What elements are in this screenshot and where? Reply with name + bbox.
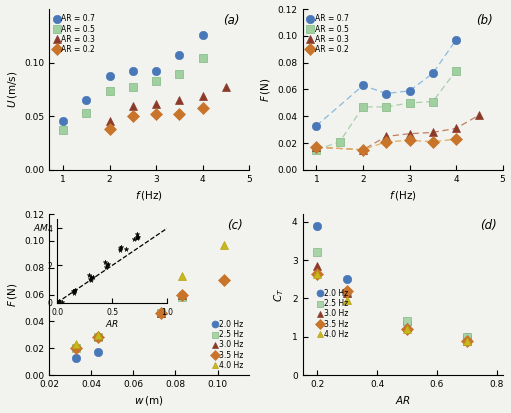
AR = 0.3 [200, 93, 206, 98]
AR = 0.7 [200, 32, 206, 37]
Line: AR = 0.5: AR = 0.5 [59, 54, 207, 134]
AR = 0.5 [153, 78, 159, 83]
AR = 0.7 [430, 71, 436, 76]
AR = 0.3 [476, 112, 482, 117]
AR = 0.7 [313, 123, 319, 128]
AR = 0.2 [360, 147, 366, 152]
AR = 0.5 [83, 111, 89, 116]
X-axis label: $f\,(\mathrm{Hz})$: $f\,(\mathrm{Hz})$ [389, 189, 416, 202]
AR = 0.5 [313, 147, 319, 152]
Legend: 2.0 Hz, 2.5 Hz, 3.0 Hz, 3.5 Hz, 4.0 Hz: 2.0 Hz, 2.5 Hz, 3.0 Hz, 3.5 Hz, 4.0 Hz [316, 287, 350, 340]
AR = 0.3 [223, 85, 229, 90]
AR = 0.3 [453, 126, 459, 131]
AR = 0.2 [430, 139, 436, 144]
AR = 0.5 [176, 72, 182, 77]
AR = 0.7 [383, 91, 389, 96]
AR = 0.3 [106, 118, 112, 123]
Line: AR = 0.5: AR = 0.5 [312, 66, 460, 154]
AR = 0.2 [106, 127, 112, 132]
AR = 0.5 [200, 56, 206, 61]
Line: AR = 0.7: AR = 0.7 [312, 36, 460, 130]
AR = 0.7 [130, 69, 136, 74]
X-axis label: $AR$: $AR$ [394, 394, 410, 406]
AR = 0.2 [130, 114, 136, 119]
AR = 0.3 [176, 98, 182, 103]
AR = 0.3 [383, 134, 389, 139]
X-axis label: $w\,(\mathrm{m})$: $w\,(\mathrm{m})$ [134, 394, 164, 408]
Y-axis label: $C_T$: $C_T$ [272, 287, 286, 301]
Text: (d): (d) [480, 219, 497, 232]
Line: AR = 0.3: AR = 0.3 [312, 111, 483, 154]
AR = 0.7 [406, 88, 412, 93]
AR = 0.3 [130, 103, 136, 108]
AR = 0.2 [153, 112, 159, 116]
AR = 0.2 [453, 137, 459, 142]
AR = 0.5 [453, 68, 459, 73]
AR = 0.3 [153, 102, 159, 107]
Line: AR = 0.2: AR = 0.2 [312, 135, 460, 154]
Text: (b): (b) [476, 14, 493, 27]
AR = 0.3 [406, 131, 412, 136]
AR = 0.7 [60, 118, 66, 123]
AR = 0.5 [130, 85, 136, 90]
AR = 0.5 [60, 128, 66, 133]
AR = 0.5 [383, 104, 389, 109]
AR = 0.7 [106, 73, 112, 78]
Line: AR = 0.3: AR = 0.3 [105, 83, 230, 125]
Y-axis label: $U\,(\mathrm{m/s})$: $U\,(\mathrm{m/s})$ [6, 71, 18, 108]
AR = 0.2 [406, 138, 412, 143]
AR = 0.2 [383, 139, 389, 144]
Y-axis label: $F\,(\mathrm{N})$: $F\,(\mathrm{N})$ [259, 77, 272, 102]
Legend: AR = 0.7, AR = 0.5, AR = 0.3, AR = 0.2: AR = 0.7, AR = 0.5, AR = 0.3, AR = 0.2 [306, 13, 350, 55]
AR = 0.3 [313, 145, 319, 150]
Text: (c): (c) [227, 219, 243, 232]
Y-axis label: $F\,(\mathrm{N})$: $F\,(\mathrm{N})$ [6, 282, 18, 307]
AR = 0.3 [360, 147, 366, 152]
Line: AR = 0.2: AR = 0.2 [105, 104, 207, 133]
AR = 0.2 [200, 105, 206, 110]
AR = 0.5 [406, 100, 412, 105]
AR = 0.7 [453, 38, 459, 43]
Line: AR = 0.7: AR = 0.7 [59, 31, 207, 125]
AR = 0.5 [337, 139, 343, 144]
AR = 0.3 [430, 130, 436, 135]
AR = 0.7 [83, 98, 89, 103]
X-axis label: $f\,(\mathrm{Hz})$: $f\,(\mathrm{Hz})$ [135, 189, 163, 202]
AR = 0.2 [176, 112, 182, 116]
AR = 0.2 [313, 145, 319, 150]
AR = 0.5 [430, 99, 436, 104]
AR = 0.7 [360, 83, 366, 88]
AR = 0.7 [153, 69, 159, 74]
AR = 0.5 [106, 88, 112, 93]
Legend: AR = 0.7, AR = 0.5, AR = 0.3, AR = 0.2: AR = 0.7, AR = 0.5, AR = 0.3, AR = 0.2 [53, 13, 97, 55]
Legend: 2.0 Hz, 2.5 Hz, 3.0 Hz, 3.5 Hz, 4.0 Hz: 2.0 Hz, 2.5 Hz, 3.0 Hz, 3.5 Hz, 4.0 Hz [212, 318, 245, 371]
Text: (a): (a) [223, 14, 239, 27]
AR = 0.5 [360, 104, 366, 109]
AR = 0.7 [176, 53, 182, 58]
